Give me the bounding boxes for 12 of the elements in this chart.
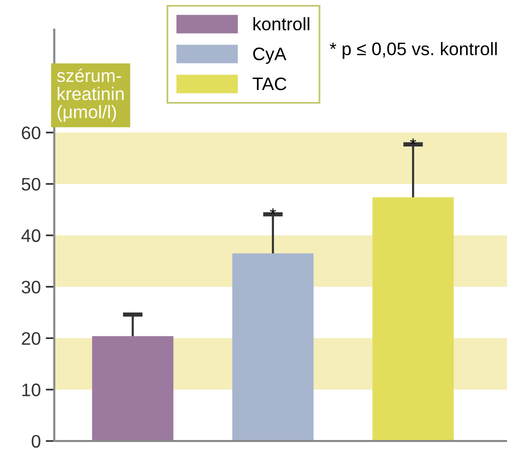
y-tick-label: 30 [22, 280, 40, 294]
y-tick-label: 50 [22, 178, 40, 191]
annotation: * p ≤ 0,05 vs. kontroll [330, 42, 497, 59]
y-axis-title: szérum- kreatinin (μmol/l) [57, 68, 124, 122]
legend-label: kontroll [253, 17, 310, 30]
y-tick-label: 60 [22, 126, 40, 140]
y-tick-label: 0 [32, 434, 40, 448]
y-tick-label: 10 [22, 384, 40, 396]
legend-label: TAC [252, 77, 286, 90]
y-tick-label: 20 [22, 332, 40, 345]
y-tick-label: 40 [21, 229, 40, 242]
legend-label: CyA [253, 48, 286, 64]
